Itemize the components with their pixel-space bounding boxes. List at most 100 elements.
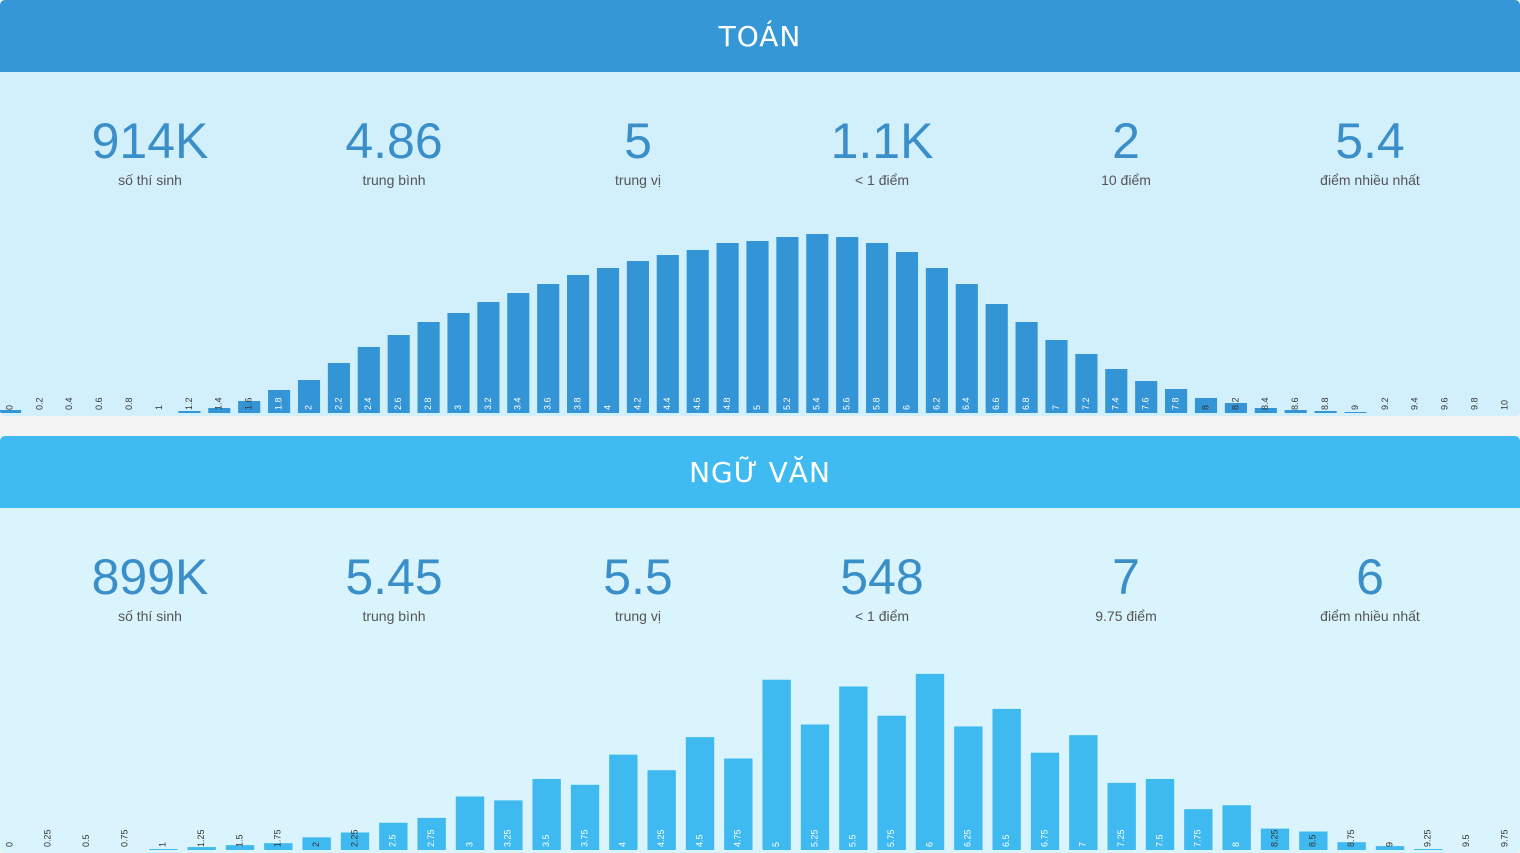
x-tick-label: 4.5 — [694, 834, 704, 847]
x-tick-label: 6 — [924, 842, 934, 847]
stat-value: 5.4 — [1335, 113, 1405, 169]
x-tick-label: 1 — [158, 842, 168, 847]
x-tick-label: 1.25 — [196, 829, 206, 847]
x-tick-label: 7.5 — [1154, 834, 1164, 847]
bar — [746, 241, 769, 413]
x-tick-label: 5.5 — [848, 834, 858, 847]
panel-header: NGỮ VĂN — [0, 436, 1520, 508]
x-tick-label: 4.25 — [656, 829, 666, 847]
stat-value: 548 — [840, 549, 924, 605]
bar — [985, 304, 1008, 413]
x-tick-label: 9.4 — [1410, 397, 1420, 410]
x-tick-label: 3.8 — [572, 397, 582, 410]
stat-value: 899K — [91, 549, 209, 605]
bar — [447, 313, 470, 413]
x-tick-label: 2 — [311, 842, 321, 847]
x-tick-label: 0.75 — [119, 829, 129, 847]
stats-row: 899K số thí sinh 5.45 trung bình 5.5 trung vị… — [28, 546, 1492, 624]
x-tick-label: 2.5 — [388, 834, 398, 847]
bar — [149, 849, 178, 850]
bar — [762, 679, 791, 850]
x-tick-label: 4.2 — [632, 397, 642, 410]
bar — [417, 817, 446, 850]
x-tick-label: 1.75 — [273, 829, 283, 847]
stat: 1.1K < 1 điểm — [760, 110, 1004, 188]
stat: 7 9.75 điểm — [1004, 546, 1248, 624]
bar — [1069, 735, 1098, 850]
bar — [570, 784, 600, 850]
x-tick-label: 8 — [1200, 405, 1210, 410]
bar — [1075, 354, 1098, 413]
bar — [455, 796, 485, 850]
bar — [925, 268, 948, 413]
stat-value: 4.86 — [345, 113, 443, 169]
x-tick-label: 7 — [1051, 405, 1061, 410]
stat: 5.5 trung vị — [516, 546, 760, 624]
x-tick-label: 8.5 — [1308, 834, 1318, 847]
stat: 5 trung vị — [516, 110, 760, 188]
stat-label: < 1 điểm — [854, 608, 910, 624]
x-tick-label: 7.6 — [1141, 397, 1151, 410]
panel-title: TOÁN — [718, 19, 802, 53]
x-tick-label: 9.5 — [1461, 834, 1471, 847]
bar — [836, 237, 859, 413]
bar — [877, 715, 906, 850]
bar — [238, 401, 261, 413]
x-tick-label: 3.6 — [543, 397, 553, 410]
x-tick-label: 5.2 — [782, 397, 792, 410]
stat-label: 9.75 điểm — [1095, 608, 1157, 624]
x-tick-label: 7.4 — [1111, 397, 1121, 410]
x-tick-label: 8.75 — [1346, 829, 1356, 847]
bar — [507, 293, 530, 413]
bar — [1222, 805, 1251, 850]
bar — [264, 843, 293, 850]
bar — [1145, 778, 1175, 850]
bar — [1344, 412, 1367, 413]
stat: 899K số thí sinh — [28, 546, 272, 624]
stat-label: trung bình — [362, 608, 426, 624]
bar — [417, 322, 440, 413]
x-tick-label: 5.6 — [842, 397, 852, 410]
stat-label: < 1 điểm — [854, 172, 910, 188]
bar — [1030, 752, 1060, 850]
x-tick-label: 7 — [1078, 842, 1088, 847]
stat-value: 6 — [1356, 549, 1384, 605]
bar — [656, 255, 679, 413]
bar — [800, 724, 830, 850]
bar — [626, 261, 649, 413]
bar — [1260, 828, 1290, 850]
stat-label: số thí sinh — [118, 172, 182, 188]
bar — [806, 234, 829, 413]
panel-header: TOÁN — [0, 0, 1520, 72]
x-tick-label: 9 — [1350, 405, 1360, 410]
x-tick-label: 10 — [1499, 400, 1509, 410]
x-tick-label: 7.25 — [1116, 829, 1126, 847]
x-tick-label: 0.2 — [34, 397, 44, 410]
bar — [724, 758, 753, 850]
x-tick-label: 2.25 — [349, 829, 359, 847]
stat-label: trung vị — [615, 172, 661, 188]
bar — [609, 754, 638, 850]
x-tick-label: 4.6 — [692, 397, 702, 410]
x-tick-label: 9 — [1384, 842, 1394, 847]
stat: 5.45 trung bình — [272, 546, 516, 624]
stat-label: số thí sinh — [118, 608, 182, 624]
bar — [1314, 411, 1337, 413]
x-tick-label: 0 — [4, 405, 14, 410]
bar — [268, 390, 291, 413]
stat-label: 10 điểm — [1101, 172, 1151, 188]
x-tick-label: 5 — [752, 405, 762, 410]
x-tick-label: 0.6 — [94, 397, 104, 410]
bar — [387, 335, 410, 413]
bar — [1045, 340, 1068, 413]
stat-value: 1.1K — [830, 113, 934, 169]
bar — [1105, 369, 1128, 413]
x-tick-label: 4 — [602, 405, 612, 410]
x-tick-label: 5.8 — [871, 397, 881, 410]
x-tick-label: 4.4 — [662, 397, 672, 410]
x-tick-label: 6.6 — [991, 397, 1001, 410]
x-tick-label: 6.8 — [1021, 397, 1031, 410]
x-tick-label: 5.25 — [809, 829, 819, 847]
stats-row: 914K số thí sinh 4.86 trung bình 5 trung vị 1.… — [28, 110, 1492, 188]
bar — [532, 778, 561, 850]
